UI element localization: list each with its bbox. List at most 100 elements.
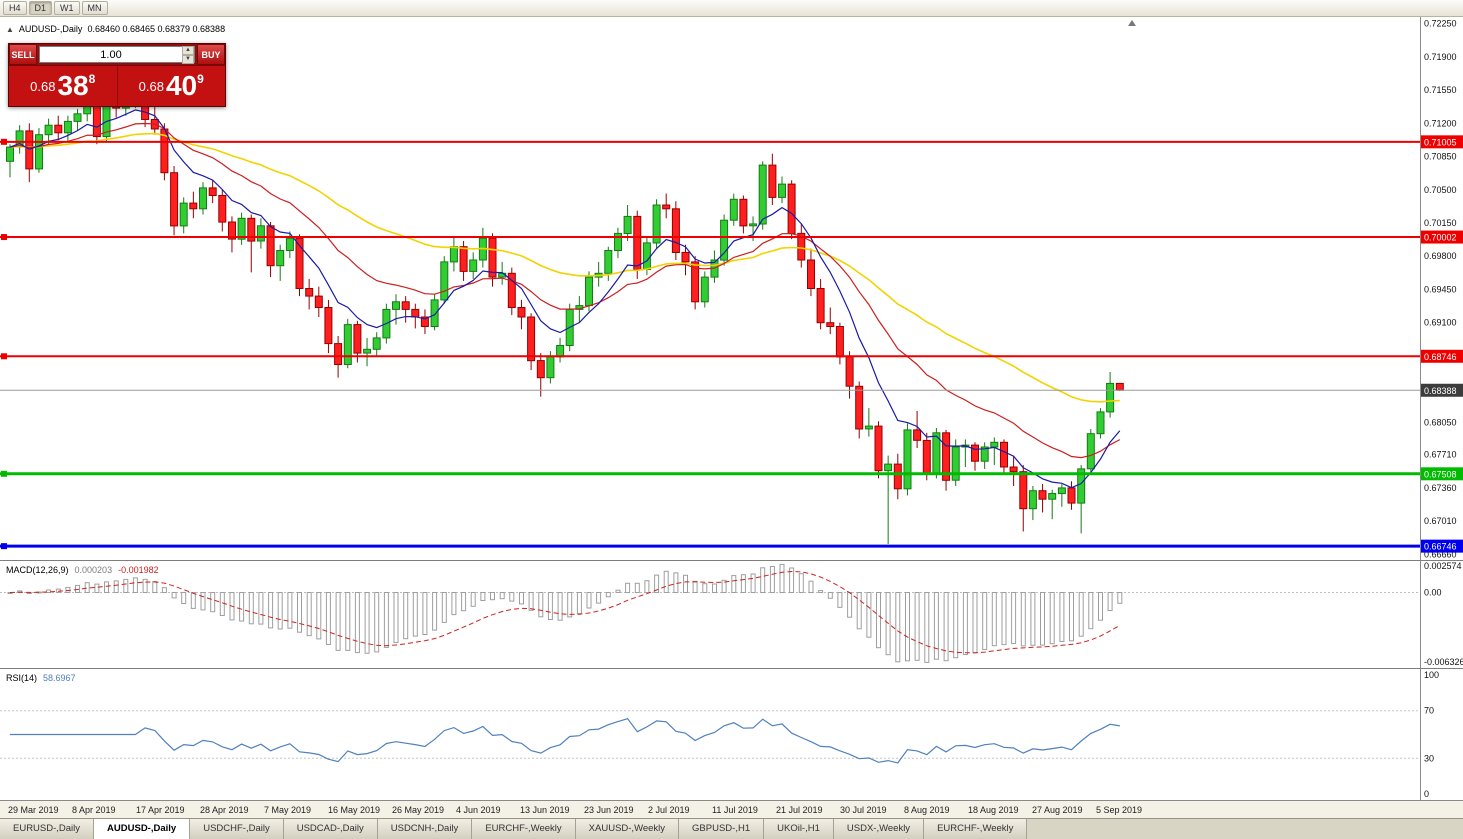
chart-tab-6[interactable]: XAUUSD-,Weekly xyxy=(575,819,680,839)
buy-price-display[interactable]: 0.68 40 9 xyxy=(138,70,204,101)
date-label: 2 Jul 2019 xyxy=(648,805,690,815)
svg-text:0.67010: 0.67010 xyxy=(1424,516,1457,526)
chart-tab-0[interactable]: EURUSD-,Daily xyxy=(0,819,95,839)
svg-text:0.71005: 0.71005 xyxy=(1424,137,1457,147)
volume-decrease-icon[interactable]: ▼ xyxy=(182,54,194,64)
candles xyxy=(6,87,1124,544)
svg-text:0.002574: 0.002574 xyxy=(1424,561,1462,571)
macd-signal-line xyxy=(9,570,1121,654)
timeframe-button-h4[interactable]: H4 xyxy=(3,1,27,15)
macd-panel[interactable]: 0.002574 0.00 -0.006326 MACD(12,26,9) 0.00… xyxy=(0,560,1463,668)
sell-button[interactable]: SELL xyxy=(9,44,37,65)
svg-text:0.69100: 0.69100 xyxy=(1424,318,1457,328)
date-label: 17 Apr 2019 xyxy=(136,805,185,815)
price-axis[interactable]: 0.72250 0.71900 0.71550 0.71200 0.70850 0.705… xyxy=(1424,19,1457,560)
timeframe-toolbar: H4 D1 W1 MN xyxy=(0,0,1463,17)
volume-control[interactable]: ▲ ▼ xyxy=(39,45,195,64)
ma-line-blue[interactable] xyxy=(9,109,1121,489)
svg-text:0.70850: 0.70850 xyxy=(1424,152,1457,162)
one-click-toggle-icon[interactable]: ▲ xyxy=(6,24,14,34)
svg-text:0.68050: 0.68050 xyxy=(1424,417,1457,427)
rsi-panel[interactable]: 100 70 30 0 RSI(14) 58.6967 xyxy=(0,668,1463,800)
price-tag xyxy=(1421,349,1463,363)
chart-shift-marker-icon[interactable] xyxy=(1128,20,1136,26)
svg-text:-0.006326: -0.006326 xyxy=(1424,657,1463,667)
timeframe-buttons: H4 D1 W1 MN xyxy=(3,1,108,15)
chart-tab-9[interactable]: USDX-,Weekly xyxy=(833,819,925,839)
svg-text:30: 30 xyxy=(1424,753,1434,763)
macd-canvas[interactable]: 0.002574 0.00 -0.006326 xyxy=(0,561,1463,668)
svg-text:70: 70 xyxy=(1424,706,1434,716)
svg-text:0.70150: 0.70150 xyxy=(1424,218,1457,228)
chart-tab-3[interactable]: USDCAD-,Daily xyxy=(283,819,378,839)
ohlc-values: 0.68460 0.68465 0.68379 0.68388 xyxy=(87,24,226,34)
svg-text:0.66746: 0.66746 xyxy=(1424,542,1457,552)
svg-text:0.69800: 0.69800 xyxy=(1424,251,1457,261)
date-label: 11 Jul 2019 xyxy=(712,805,758,815)
chart-tab-8[interactable]: UKOil-,H1 xyxy=(764,819,834,839)
date-axis[interactable]: 29 Mar 2019 8 Apr 2019 17 Apr 2019 28 Apr 2… xyxy=(0,800,1463,818)
chart-tab-5[interactable]: EURCHF-,Weekly xyxy=(472,819,576,839)
rsi-line xyxy=(10,718,1120,764)
date-label: 16 May 2019 xyxy=(328,805,381,815)
volume-increase-icon[interactable]: ▲ xyxy=(182,45,194,55)
main-chart-panel[interactable]: 0.72250 0.71900 0.71550 0.71200 0.70850 0.705… xyxy=(0,17,1463,560)
volume-input[interactable] xyxy=(40,48,182,61)
date-label: 7 May 2019 xyxy=(264,805,312,815)
buy-button[interactable]: BUY xyxy=(197,44,225,65)
chart-tab-10[interactable]: EURCHF-,Weekly xyxy=(924,819,1028,839)
macd-label: MACD(12,26,9) 0.000203 -0.001982 xyxy=(6,565,159,575)
svg-text:0.68388: 0.68388 xyxy=(1424,386,1457,396)
svg-text:0.71550: 0.71550 xyxy=(1424,85,1457,95)
macd-histogram xyxy=(7,563,1123,663)
date-label: 21 Jul 2019 xyxy=(776,805,823,815)
svg-text:0.67508: 0.67508 xyxy=(1424,469,1457,479)
chart-tabs: EURUSD-,Daily AUDUSD-,Daily USDCHF-,Daily U… xyxy=(0,818,1463,839)
price-tag xyxy=(1421,467,1463,481)
svg-text:0.70500: 0.70500 xyxy=(1424,185,1457,195)
chart-tab-4[interactable]: USDCNH-,Daily xyxy=(377,819,473,839)
one-click-trading-panel: SELL ▲ ▼ BUY 0.68 38 8 0.68 40 9 xyxy=(8,43,226,107)
svg-text:0.70002: 0.70002 xyxy=(1424,233,1457,243)
date-label: 4 Jun 2019 xyxy=(456,805,501,815)
date-label: 8 Apr 2019 xyxy=(72,805,116,815)
svg-text:100: 100 xyxy=(1424,670,1439,680)
svg-text:0.68746: 0.68746 xyxy=(1424,352,1457,362)
rsi-label: RSI(14) 58.6967 xyxy=(6,673,76,683)
chart-tab-7[interactable]: GBPUSD-,H1 xyxy=(679,819,765,839)
chart-tab-2[interactable]: USDCHF-,Daily xyxy=(190,819,284,839)
svg-text:0.71200: 0.71200 xyxy=(1424,118,1457,128)
svg-text:0.67710: 0.67710 xyxy=(1424,450,1457,460)
macd-signal-value: -0.001982 xyxy=(118,565,159,575)
date-label: 5 Sep 2019 xyxy=(1096,805,1143,815)
rsi-canvas[interactable]: 100 70 30 0 xyxy=(0,669,1463,800)
rsi-value: 58.6967 xyxy=(43,673,76,683)
date-label: 29 Mar 2019 xyxy=(8,805,59,815)
timeframe-button-d1[interactable]: D1 xyxy=(28,1,53,15)
svg-text:0.00: 0.00 xyxy=(1424,587,1442,597)
timeframe-button-w1[interactable]: W1 xyxy=(54,1,80,15)
sell-price-display[interactable]: 0.68 38 8 xyxy=(9,66,118,106)
date-label: 13 Jun 2019 xyxy=(520,805,570,815)
date-label: 8 Aug 2019 xyxy=(904,805,950,815)
price-tag xyxy=(1421,539,1463,553)
date-label: 28 Apr 2019 xyxy=(200,805,249,815)
svg-text:0.71900: 0.71900 xyxy=(1424,52,1457,62)
main-chart-canvas[interactable]: 0.72250 0.71900 0.71550 0.71200 0.70850 0.705… xyxy=(0,17,1463,560)
price-tag xyxy=(1421,230,1463,244)
timeframe-button-mn[interactable]: MN xyxy=(81,1,108,15)
date-label: 27 Aug 2019 xyxy=(1032,805,1083,815)
svg-text:0.67360: 0.67360 xyxy=(1424,483,1457,493)
macd-main-value: 0.000203 xyxy=(74,565,113,575)
ma-line-red[interactable] xyxy=(9,122,1121,459)
date-label: 26 May 2019 xyxy=(392,805,445,815)
svg-text:0.69450: 0.69450 xyxy=(1424,284,1457,294)
svg-text:0.66660: 0.66660 xyxy=(1424,549,1457,559)
chart-tab-1[interactable]: AUDUSD-,Daily xyxy=(94,819,191,839)
ma-line-yellow[interactable] xyxy=(9,132,1120,403)
svg-text:0.72250: 0.72250 xyxy=(1424,19,1457,29)
date-label: 18 Aug 2019 xyxy=(968,805,1019,815)
svg-text:0: 0 xyxy=(1424,789,1429,799)
price-tag xyxy=(1421,135,1463,149)
date-label: 23 Jun 2019 xyxy=(584,805,634,815)
